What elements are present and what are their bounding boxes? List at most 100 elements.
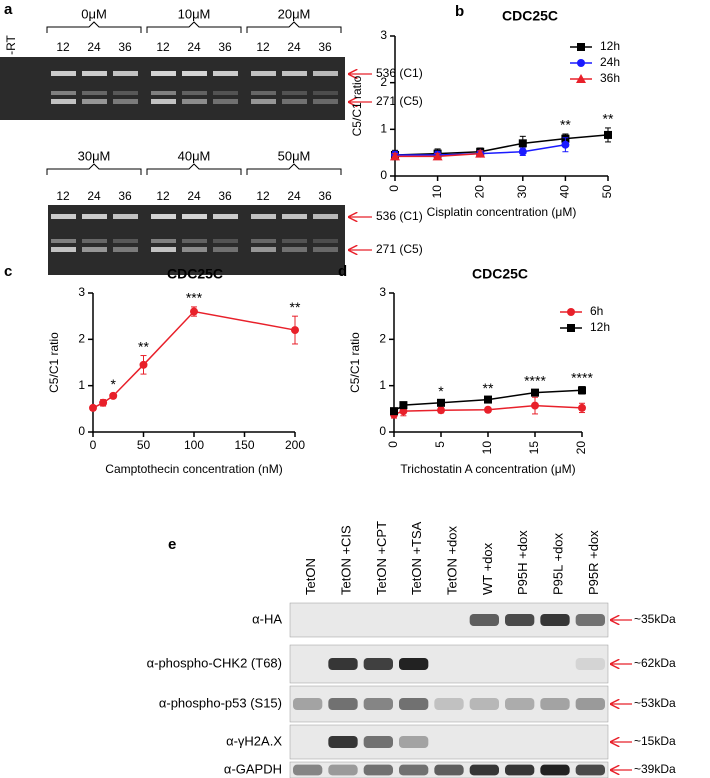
chart-title: CDC25C (502, 8, 558, 24)
blot-band (363, 736, 393, 748)
gel-band (51, 239, 76, 243)
gel-band (51, 214, 76, 219)
band-label: 271 (C5) (376, 242, 423, 256)
gel-band (313, 214, 338, 219)
time-label: 24 (287, 189, 301, 203)
chart-title: CDC25C (472, 266, 528, 282)
blot-band (328, 658, 358, 670)
gel-image (0, 57, 345, 120)
bracket (146, 21, 242, 33)
blot-band (540, 614, 570, 626)
x-tick-label: 150 (234, 438, 254, 452)
gel-band (313, 247, 338, 252)
gel-band (113, 91, 138, 95)
bracket (246, 21, 342, 33)
blot-band (540, 764, 570, 776)
bracket (146, 163, 242, 175)
y-tick-label: 1 (380, 122, 387, 136)
y-axis-label: C5/C1 ratio (47, 332, 61, 393)
panel-label: e (168, 536, 176, 553)
y-tick-label: 3 (78, 285, 85, 299)
time-label: 12 (256, 40, 270, 54)
gel-band (51, 247, 76, 252)
blot-band (469, 764, 499, 776)
x-tick-label: 50 (137, 438, 151, 452)
time-label: 36 (118, 40, 132, 54)
x-axis-label: Trichostatin A concentration (μM) (400, 462, 575, 476)
significance-label: * (438, 383, 444, 399)
x-tick-label: 50 (600, 185, 614, 199)
marker (109, 391, 118, 400)
marker (578, 403, 586, 412)
band-label: 271 (C5) (376, 94, 423, 108)
x-tick-label: 100 (184, 438, 204, 452)
gel-band (113, 239, 138, 243)
marker (399, 401, 408, 410)
gel-band (151, 247, 176, 252)
antibody-label: α-HA (252, 611, 282, 626)
gel-band (82, 71, 107, 76)
gel-band (151, 91, 176, 95)
y-tick-label: 2 (380, 75, 387, 89)
y-tick-label: 0 (379, 424, 386, 438)
significance-label: ** (483, 380, 494, 396)
marker (518, 139, 527, 148)
blot-band (363, 658, 393, 670)
band-label: 536 (C1) (376, 66, 423, 80)
blot-band (363, 698, 393, 710)
significance-label: * (110, 376, 116, 392)
blot-band (434, 764, 464, 776)
marker (390, 151, 400, 161)
gel-band (251, 247, 276, 252)
antibody-label: α-phospho-p53 (S15) (159, 695, 282, 710)
blot-band (505, 614, 535, 626)
time-label: 24 (187, 189, 201, 203)
gel-band (282, 99, 307, 104)
bracket (46, 21, 142, 33)
lane-label: WT +dox (480, 542, 495, 595)
marker (432, 151, 443, 161)
marker (604, 130, 612, 139)
panel-label: d (338, 263, 347, 280)
gel-band (151, 214, 176, 219)
band-label: 536 (C1) (376, 209, 423, 223)
gel-band (313, 71, 338, 76)
x-tick-label: 0 (386, 441, 400, 448)
gel-band (313, 91, 338, 95)
gel-band (51, 99, 76, 104)
gel-band (182, 71, 207, 76)
legend-label: 36h (600, 71, 620, 85)
blot-band (575, 698, 605, 710)
x-axis-label: Camptothecin concentration (nM) (105, 462, 282, 476)
time-label: 24 (187, 40, 201, 54)
gel-band (182, 214, 207, 219)
gel-band (282, 247, 307, 252)
time-label: 36 (318, 40, 332, 54)
gel-band (151, 239, 176, 243)
time-label: 24 (287, 40, 301, 54)
marker (567, 324, 575, 332)
gel-band (82, 91, 107, 95)
time-label: 12 (56, 189, 70, 203)
blot-band (469, 614, 499, 626)
blot-band (505, 764, 535, 776)
lane-label: TetON (303, 558, 318, 595)
gel-band (51, 71, 76, 76)
marker (531, 401, 539, 410)
gel-band (182, 99, 207, 104)
blot-band (293, 764, 323, 776)
lane-label: P95L +dox (550, 532, 565, 595)
marker (578, 386, 586, 395)
gel-band (51, 91, 76, 95)
gel-band (82, 99, 107, 104)
marker (390, 407, 398, 416)
time-label: 12 (56, 40, 70, 54)
series-line (394, 134, 609, 156)
concentration-label: 0μM (81, 6, 107, 21)
marker (567, 308, 575, 316)
gel-band (213, 71, 238, 76)
x-tick-label: 15 (527, 441, 541, 455)
marker (139, 360, 148, 369)
blot-band (505, 698, 535, 710)
gel-band (82, 247, 107, 252)
